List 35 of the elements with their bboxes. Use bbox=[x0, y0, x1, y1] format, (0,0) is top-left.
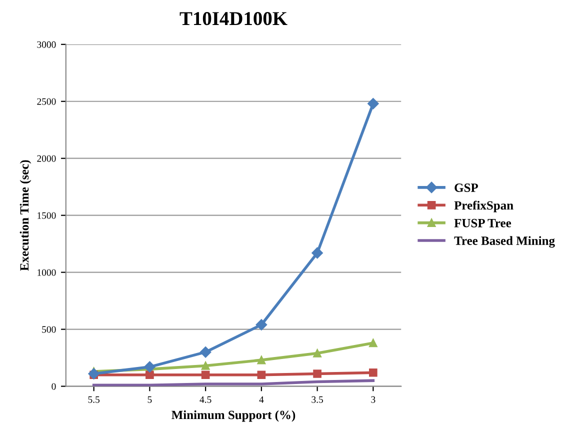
x-tick-label: 4.5 bbox=[200, 396, 212, 403]
x-tick-label: 5 bbox=[148, 396, 152, 403]
x-tick-label: 3.5 bbox=[312, 396, 323, 403]
point bbox=[257, 356, 266, 364]
x-axis-title: Minimum Support (%) bbox=[172, 410, 296, 422]
y-tick-label: 2000 bbox=[37, 155, 56, 162]
legend-label: Tree Based Mining bbox=[454, 236, 555, 248]
point bbox=[369, 338, 378, 348]
point bbox=[146, 370, 154, 380]
point bbox=[369, 368, 378, 377]
point bbox=[88, 368, 100, 380]
point bbox=[144, 361, 156, 373]
y-axis-title: Execution Time (sec) bbox=[20, 160, 32, 271]
y-tick-label: 1000 bbox=[38, 269, 56, 276]
chart-title: T10I4D100K bbox=[180, 12, 288, 26]
legend-label: GSP bbox=[454, 184, 478, 192]
point bbox=[201, 370, 210, 380]
x-tick-label: 3 bbox=[371, 396, 376, 403]
point bbox=[313, 370, 322, 378]
point bbox=[200, 346, 212, 358]
x-tick-label: 5.5 bbox=[88, 396, 100, 403]
point bbox=[313, 349, 322, 358]
legend-label: PrefixSpan bbox=[454, 200, 514, 212]
point bbox=[257, 370, 266, 380]
y-tick-label: 3000 bbox=[37, 41, 56, 48]
y-tick-label: 1500 bbox=[38, 212, 56, 219]
y-tick-label: 2500 bbox=[37, 98, 56, 105]
point bbox=[368, 98, 379, 110]
y-tick-label: 500 bbox=[42, 326, 56, 333]
x-tick-label: 4 bbox=[259, 396, 264, 403]
point bbox=[256, 319, 268, 330]
point bbox=[312, 247, 323, 259]
legend-label: FUSP Tree bbox=[454, 218, 512, 228]
point bbox=[201, 362, 210, 370]
y-tick-label: 0 bbox=[52, 383, 56, 390]
